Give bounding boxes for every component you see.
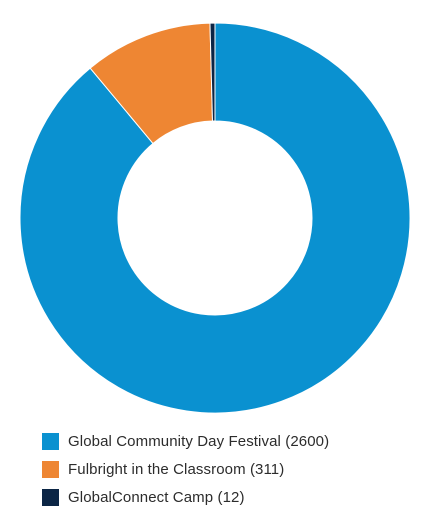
donut-slices [19, 22, 411, 414]
chart-legend: Global Community Day Festival (2600) Ful… [42, 427, 422, 511]
legend-swatch-global-community-day-festival [42, 432, 59, 450]
legend-item-global-community-day-festival: Global Community Day Festival (2600) [42, 427, 422, 455]
legend-item-fulbright-in-the-classroom: Fulbright in the Classroom (311) [42, 455, 422, 483]
legend-item-globalconnect-camp: GlobalConnect Camp (12) [42, 483, 422, 511]
donut-slice-globalconnect-camp [209, 22, 216, 122]
donut-slice-global-community-day-festival [19, 22, 411, 414]
legend-label-globalconnect-camp: GlobalConnect Camp (12) [68, 488, 245, 506]
legend-label-global-community-day-festival: Global Community Day Festival (2600) [68, 432, 330, 450]
legend-swatch-fulbright-in-the-classroom [42, 460, 59, 478]
legend-label-fulbright-in-the-classroom: Fulbright in the Classroom (311) [68, 460, 285, 478]
legend-swatch-globalconnect-camp [42, 488, 59, 506]
